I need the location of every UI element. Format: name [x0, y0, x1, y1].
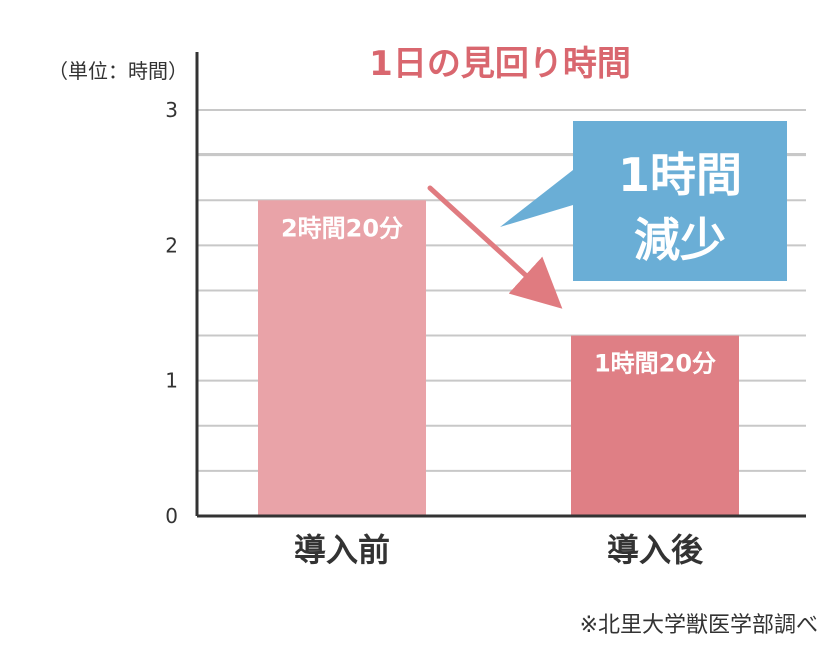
chart-title: 1日の見回り時間 [369, 44, 631, 84]
decrease-arrow [427, 185, 563, 309]
unit-label: （単位：時間） [48, 59, 188, 83]
bar-data-label: 2時間20分 [281, 214, 403, 242]
bar [571, 335, 739, 516]
reduction-callout: 1時間 減少 [500, 121, 787, 281]
x-category-label: 導入後 [607, 531, 704, 569]
y-tick-label: 2 [165, 233, 178, 257]
x-category-label: 導入前 [294, 531, 390, 569]
bar [258, 200, 426, 516]
bar-data-labels: 2時間20分 1時間20分 [281, 214, 716, 377]
x-category-labels: 導入前 導入後 [294, 531, 704, 569]
y-tick-label: 1 [165, 369, 178, 393]
source-note: ※北里大学獣医学部調べ [580, 613, 818, 638]
y-tick-label: 0 [165, 504, 178, 528]
bars [258, 200, 739, 516]
callout-line2: 減少 [634, 213, 726, 267]
callout-line1: 1時間 [618, 148, 742, 202]
callout-box [500, 121, 787, 281]
y-tick-label: 3 [165, 98, 178, 122]
y-tick-labels: 0 1 2 3 [165, 98, 178, 528]
bar-data-label: 1時間20分 [594, 350, 716, 378]
